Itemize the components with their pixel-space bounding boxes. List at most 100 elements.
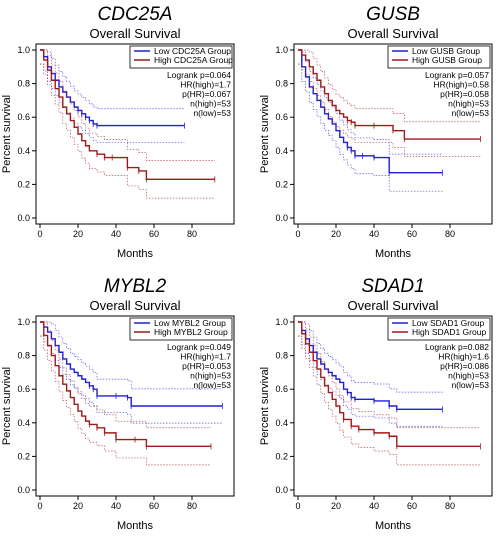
stat-line: n(low)=53 (451, 108, 489, 118)
x-tick-label: 60 (407, 229, 417, 239)
stat-line: n(high)=53 (448, 99, 489, 109)
ci-upper-line (298, 321, 443, 393)
x-axis-label: Months (375, 248, 412, 260)
plot-title: Overall Survival (89, 26, 180, 41)
plot-title: Overall Survival (347, 26, 438, 41)
stat-line: p(HR)=0.058 (440, 89, 489, 99)
x-tick-label: 0 (295, 229, 300, 239)
legend-box (387, 317, 491, 341)
y-tick-label: 0.0 (275, 485, 288, 495)
y-axis-label: Percent survival (1, 367, 13, 445)
y-tick-label: 0.2 (275, 451, 288, 461)
y-tick-label: 0.4 (275, 418, 288, 428)
gene-title: SDAD1 (361, 276, 424, 297)
stat-line: Logrank p=0.049 (167, 342, 231, 352)
ci-lower-line (298, 63, 481, 157)
x-axis-label: Months (375, 520, 412, 532)
stat-line: n(high)=53 (190, 371, 231, 381)
x-tick-label: 0 (37, 501, 42, 511)
y-tick-label: 0.2 (17, 451, 30, 461)
y-tick-label: 0.6 (17, 112, 30, 122)
x-tick-label: 0 (37, 229, 42, 239)
plot-frame (293, 315, 493, 497)
series-high (40, 49, 216, 199)
y-tick-label: 0.4 (17, 418, 30, 428)
x-tick-label: 80 (445, 229, 455, 239)
gene-title: GUSB (366, 4, 420, 25)
legend-label: High SDAD1 Group (412, 327, 486, 337)
y-tick-label: 0.8 (17, 79, 30, 89)
y-tick-label: 0.0 (17, 485, 30, 495)
y-tick-label: 0.4 (17, 146, 30, 156)
x-tick-label: 80 (187, 229, 197, 239)
x-axis-label: Months (117, 248, 154, 260)
series-high (298, 49, 481, 157)
y-tick-label: 0.6 (275, 112, 288, 122)
x-tick-label: 40 (369, 229, 379, 239)
x-axis-label: Months (117, 520, 154, 532)
y-tick-label: 0.8 (275, 351, 288, 361)
x-tick-label: 60 (407, 501, 417, 511)
stat-line: n(high)=53 (190, 99, 231, 109)
survival-curve (40, 49, 215, 181)
x-tick-label: 20 (73, 501, 83, 511)
stat-line: p(HR)=0.053 (182, 361, 231, 371)
legend-box (129, 317, 233, 341)
x-tick-label: 60 (149, 501, 159, 511)
stat-line: n(low)=53 (451, 380, 489, 390)
ci-upper-line (40, 321, 223, 390)
series-high (40, 321, 212, 466)
series-high (298, 321, 481, 466)
x-tick-label: 40 (111, 229, 121, 239)
stat-line: n(low)=53 (193, 380, 231, 390)
ci-upper-line (298, 49, 481, 123)
ci-upper-line (40, 321, 211, 429)
plot-frame (293, 43, 493, 225)
x-tick-label: 60 (149, 229, 159, 239)
x-tick-label: 0 (295, 501, 300, 511)
y-tick-label: 1.0 (275, 45, 288, 55)
stat-line: p(HR)=0.067 (182, 89, 231, 99)
ci-lower-line (40, 63, 215, 199)
legend-label: Low GUSB Group (412, 46, 480, 56)
legend-label: Low SDAD1 Group (412, 318, 485, 328)
y-axis-label: Percent survival (259, 95, 271, 173)
y-tick-label: 0.6 (17, 384, 30, 394)
stat-line: HR(high)=1.6 (438, 352, 489, 362)
y-tick-label: 0.0 (275, 213, 288, 223)
legend-label: Low MYBL2 Group (154, 318, 226, 328)
y-tick-label: 1.0 (17, 45, 30, 55)
legend-box (129, 45, 233, 69)
y-tick-label: 0.8 (275, 79, 288, 89)
stat-line: HR(high)=0.58 (433, 80, 489, 90)
x-tick-label: 80 (187, 501, 197, 511)
y-tick-label: 0.2 (275, 179, 288, 189)
stat-line: n(high)=53 (448, 371, 489, 381)
plot-title: Overall Survival (347, 298, 438, 313)
stat-line: Logrank p=0.064 (167, 70, 231, 80)
plot-title: Overall Survival (89, 298, 180, 313)
ci-lower-line (298, 335, 443, 427)
y-tick-label: 0.8 (17, 351, 30, 361)
x-tick-label: 20 (331, 501, 341, 511)
x-tick-label: 20 (73, 229, 83, 239)
legend-box (387, 45, 491, 69)
stat-line: n(low)=53 (193, 108, 231, 118)
legend-label: High GUSB Group (412, 55, 482, 65)
stat-line: HR(high)=1.7 (180, 80, 231, 90)
gene-title: MYBL2 (104, 276, 167, 297)
survival-curve (40, 321, 211, 448)
legend-label: Low CDC25A Group (154, 46, 231, 56)
ci-lower-line (40, 63, 185, 143)
ci-lower-line (40, 335, 211, 466)
x-tick-label: 20 (331, 229, 341, 239)
stat-line: Logrank p=0.082 (425, 342, 489, 352)
y-tick-label: 1.0 (17, 317, 30, 327)
stat-line: Logrank p=0.057 (425, 70, 489, 80)
ci-upper-line (40, 49, 215, 161)
legend-label: High CDC25A Group (154, 55, 233, 65)
